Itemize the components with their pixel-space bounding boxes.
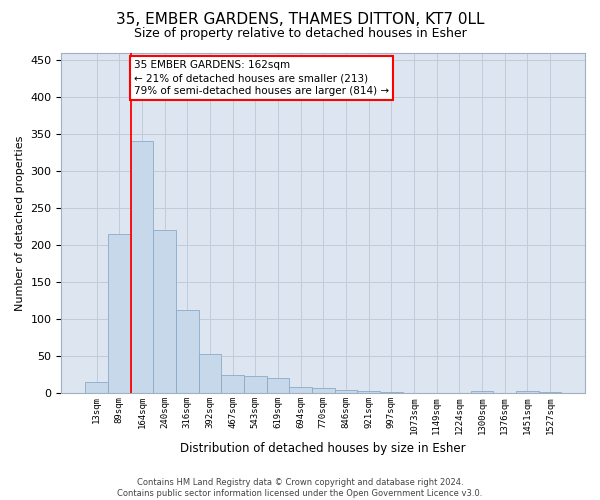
Text: 35 EMBER GARDENS: 162sqm
← 21% of detached houses are smaller (213)
79% of semi-: 35 EMBER GARDENS: 162sqm ← 21% of detach…: [134, 60, 389, 96]
Bar: [131, 142, 153, 394]
Text: 35, EMBER GARDENS, THAMES DITTON, KT7 0LL: 35, EMBER GARDENS, THAMES DITTON, KT7 0L…: [116, 12, 484, 28]
Bar: [266, 378, 289, 394]
Bar: [199, 354, 221, 394]
Text: Contains HM Land Registry data © Crown copyright and database right 2024.
Contai: Contains HM Land Registry data © Crown c…: [118, 478, 482, 498]
Bar: [357, 391, 380, 394]
Y-axis label: Number of detached properties: Number of detached properties: [15, 135, 25, 310]
Bar: [176, 310, 199, 394]
X-axis label: Distribution of detached houses by size in Esher: Distribution of detached houses by size …: [181, 442, 466, 455]
Bar: [403, 392, 425, 394]
Bar: [335, 390, 357, 394]
Bar: [244, 376, 266, 394]
Bar: [221, 374, 244, 394]
Bar: [312, 388, 335, 394]
Bar: [289, 388, 312, 394]
Bar: [108, 234, 131, 394]
Bar: [380, 392, 403, 394]
Bar: [516, 391, 539, 394]
Bar: [470, 391, 493, 394]
Text: Size of property relative to detached houses in Esher: Size of property relative to detached ho…: [134, 28, 466, 40]
Bar: [85, 382, 108, 394]
Bar: [153, 230, 176, 394]
Bar: [539, 392, 561, 394]
